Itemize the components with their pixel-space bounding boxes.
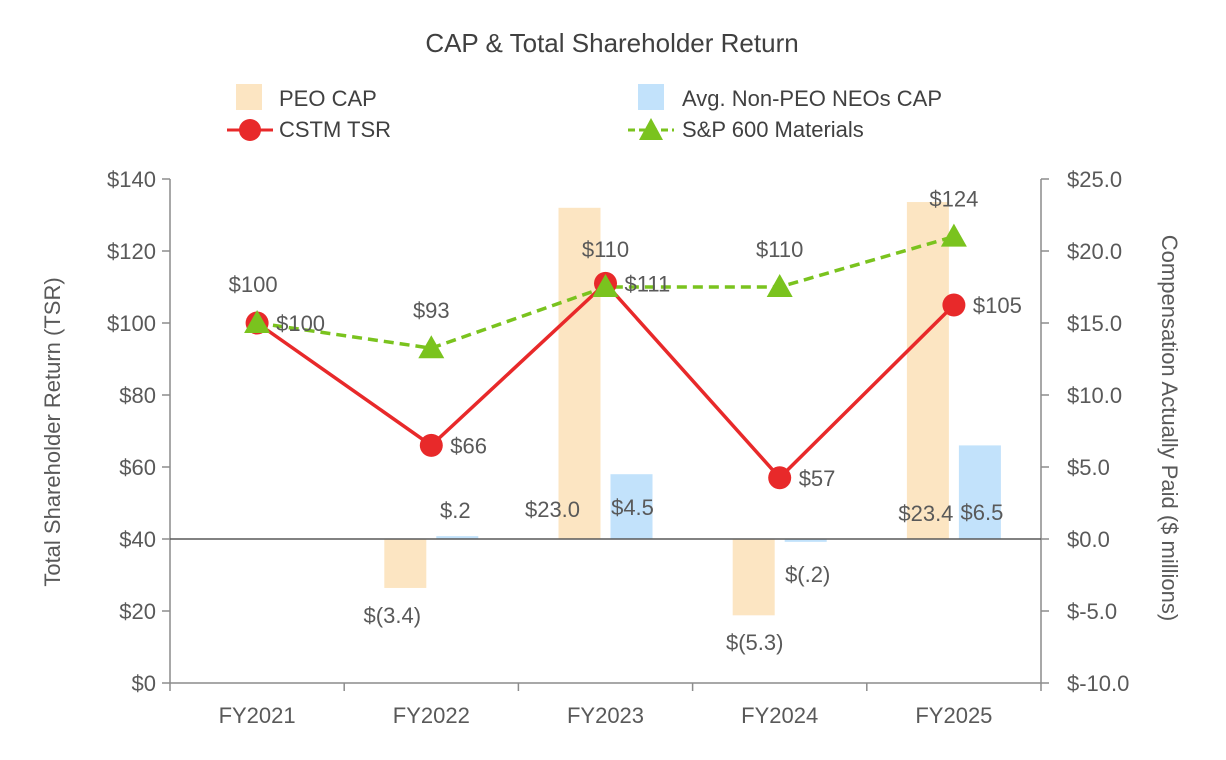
y-left-tick-label: $120 xyxy=(107,239,156,264)
bar-peo-cap xyxy=(732,539,775,616)
legend-marker-cstm-tsr xyxy=(239,119,261,141)
y-left-tick-label: $0 xyxy=(132,671,156,696)
bar-data-label: $6.5 xyxy=(960,500,1003,525)
bar-neo-cap xyxy=(958,445,1001,539)
x-tick-label: FY2021 xyxy=(219,703,296,728)
legend-label-peo-cap: PEO CAP xyxy=(279,86,377,111)
bar-data-label: $.2 xyxy=(440,498,471,523)
y-left-tick-label: $140 xyxy=(107,167,156,192)
bar-data-label: $(5.3) xyxy=(726,630,783,655)
cstm-tsr-point xyxy=(419,433,443,457)
sp600-data-label: $93 xyxy=(413,298,450,323)
cstm-tsr-data-label: $100 xyxy=(276,311,325,336)
y-right-tick-label: $25.0 xyxy=(1067,167,1122,192)
legend-marker-sp600 xyxy=(639,118,663,140)
lines-layer xyxy=(244,223,967,490)
cstm-tsr-point xyxy=(942,293,966,317)
bar-data-label: $23.4 xyxy=(898,501,953,526)
bar-data-label: $4.5 xyxy=(611,495,654,520)
y-left-tick-label: $100 xyxy=(107,311,156,336)
sp600-data-label: $124 xyxy=(929,187,978,212)
sp600-data-label: $100 xyxy=(229,272,278,297)
cstm-tsr-data-label: $111 xyxy=(625,271,671,296)
legend-label-neo-cap: Avg. Non-PEO NEOs CAP xyxy=(682,86,942,111)
sp600-point xyxy=(766,274,793,297)
sp600-data-label: $110 xyxy=(582,237,629,262)
chart-title: CAP & Total Shareholder Return xyxy=(425,28,798,58)
bar-peo-cap xyxy=(906,202,949,540)
bar-data-label: $(.2) xyxy=(785,562,830,587)
cstm-tsr-data-label: $105 xyxy=(973,293,1022,318)
sp600-data-label: $110 xyxy=(756,237,803,262)
y-right-tick-label: $-10.0 xyxy=(1067,671,1129,696)
x-tick-label: FY2024 xyxy=(741,703,818,728)
labels-layer: $(3.4) $23.0 $(5.3) $23.4 $.2 $4.5 $(.2) $6.5 $1… xyxy=(229,187,1022,655)
cstm-tsr-point xyxy=(768,466,792,490)
bar-data-label: $(3.4) xyxy=(364,603,421,628)
sp600-point xyxy=(592,274,619,297)
axes-layer: $0 $20 $40 $60 $80 $100 $120 $140 $-10.0 $-5.0 $0.… xyxy=(107,167,1129,728)
y-right-tick-label: $0.0 xyxy=(1067,527,1110,552)
y-left-axis-title: Total Shareholder Return (TSR) xyxy=(40,277,65,586)
sp600-point xyxy=(244,310,271,333)
y-left-tick-label: $40 xyxy=(119,527,156,552)
sp600-point xyxy=(940,223,967,247)
legend-swatch-neo-cap xyxy=(638,84,664,110)
bar-peo-cap xyxy=(558,207,601,540)
cstm-tsr-line xyxy=(256,281,956,480)
bar-neo-cap xyxy=(610,474,653,539)
legend-label-sp600: S&P 600 Materials xyxy=(682,117,864,142)
x-tick-label: FY2022 xyxy=(393,703,470,728)
y-right-tick-label: $-5.0 xyxy=(1067,599,1117,624)
y-left-tick-label: $80 xyxy=(119,383,156,408)
x-tick-label: FY2025 xyxy=(915,703,992,728)
sp600-point xyxy=(418,335,445,359)
legend-label-cstm-tsr: CSTM TSR xyxy=(279,117,391,142)
y-left-tick-label: $20 xyxy=(119,599,156,624)
y-right-tick-label: $10.0 xyxy=(1067,383,1122,408)
x-tick-label: FY2023 xyxy=(567,703,644,728)
y-right-axis-title: Compensation Actually Paid ($ millions) xyxy=(1157,235,1182,621)
cstm-tsr-data-label: $57 xyxy=(799,466,836,491)
y-left-tick-label: $60 xyxy=(119,455,156,480)
bar-peo-cap xyxy=(384,539,427,588)
bars-layer xyxy=(384,202,1001,616)
bar-neo-cap xyxy=(784,539,827,542)
y-right-tick-label: $20.0 xyxy=(1067,239,1122,264)
legend-swatch-peo-cap xyxy=(236,84,262,110)
y-right-tick-label: $5.0 xyxy=(1067,455,1110,480)
bar-data-label: $23.0 xyxy=(525,497,580,522)
y-right-tick-label: $15.0 xyxy=(1067,311,1122,336)
legend: PEO CAP Avg. Non-PEO NEOs CAP CSTM TSR S… xyxy=(227,84,942,142)
cstm-tsr-data-label: $66 xyxy=(450,433,487,458)
bar-neo-cap xyxy=(436,536,479,539)
